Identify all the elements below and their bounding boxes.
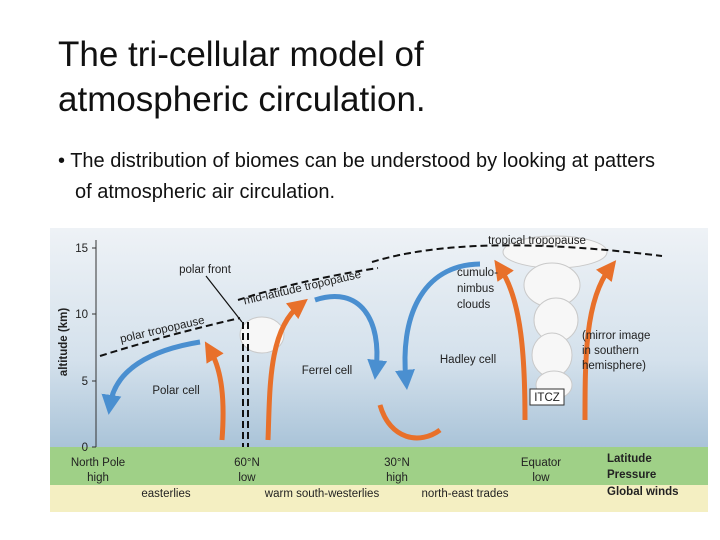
circulation-arrows (101, 259, 617, 441)
polar-front-line (205, 275, 243, 323)
latitude-label: Equator (521, 457, 561, 469)
key-label: Global winds (607, 486, 679, 498)
bottom-rows: North Pole high 60°N low 30°N high Equator low e… (71, 453, 679, 500)
tropopause-lines (99, 244, 663, 447)
bullet-body: The distribution of biomes can be unders… (70, 150, 655, 203)
axis-ticks: 15 10 5 0 (75, 243, 96, 454)
pressure-label: low (532, 472, 550, 484)
tick-label: 0 (82, 442, 88, 454)
label: Hadley cell (440, 354, 496, 366)
wind-label: warm south-westerlies (264, 488, 380, 500)
itcz-box (529, 388, 565, 406)
key-label: Latitude (607, 453, 652, 465)
bullet-text: • The distribution of biomes can be unde… (58, 146, 675, 208)
tick-label: 10 (75, 309, 88, 321)
label: Polar cell (152, 385, 199, 397)
label: clouds (457, 299, 490, 311)
latitude-label: North Pole (71, 457, 125, 469)
pressure-label: high (386, 472, 408, 484)
wind-label: easterlies (141, 488, 190, 500)
tick-label: 15 (75, 243, 88, 255)
label: in southern (582, 345, 639, 357)
label: polar front (179, 264, 232, 276)
axis-title: altitude (km) (58, 308, 70, 377)
latitude-label: 60°N (234, 457, 260, 469)
label: tropical tropopause (488, 235, 586, 247)
clouds (239, 235, 608, 400)
tick-label: 5 (82, 376, 88, 388)
pressure-label: low (238, 472, 256, 484)
pressure-label: high (87, 472, 109, 484)
wind-band (50, 485, 708, 512)
latitude-label: 30°N (384, 457, 410, 469)
bullet-mark: • (58, 150, 71, 172)
label: Ferrel cell (302, 365, 352, 377)
key-label: Pressure (607, 469, 656, 481)
label: (mirror image (582, 330, 650, 342)
label: ITCZ (534, 392, 560, 404)
wind-label: north-east trades (422, 488, 509, 500)
label: cumulo- (457, 267, 498, 279)
label: hemisphere) (582, 360, 646, 372)
slide-title: The tri-cellular model of atmospheric ci… (58, 35, 426, 119)
ground-band (50, 447, 708, 485)
label: nimbus (457, 283, 494, 295)
